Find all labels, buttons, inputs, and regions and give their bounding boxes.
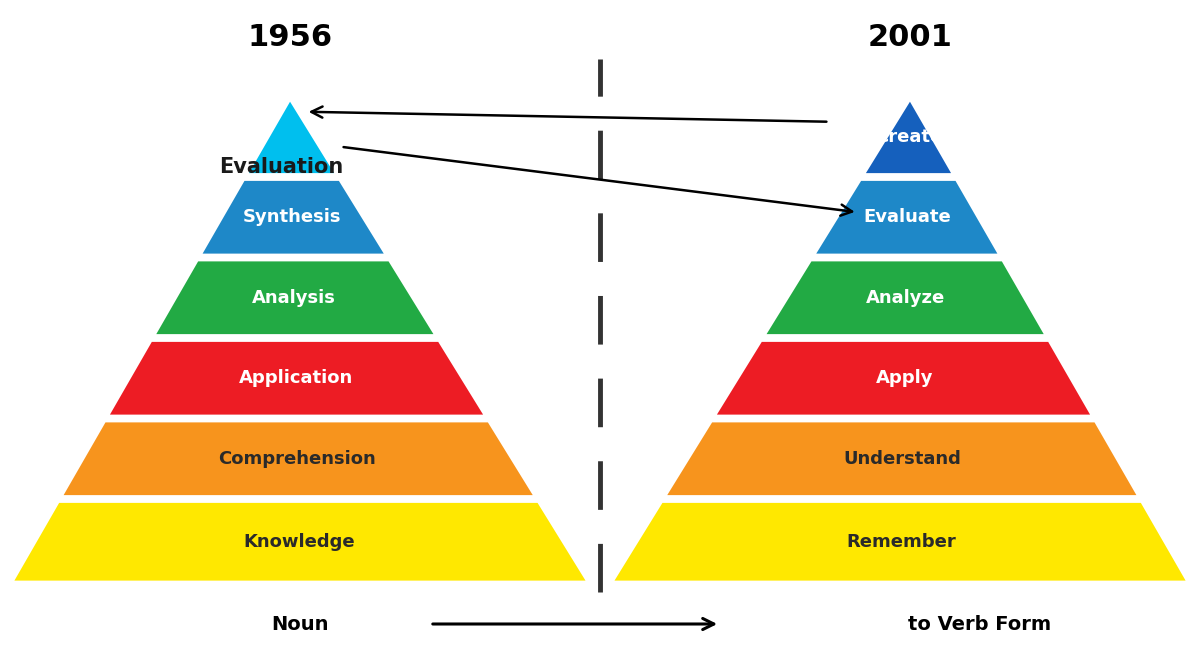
Polygon shape [612,502,1188,582]
Text: 1956: 1956 [247,22,332,52]
Polygon shape [665,421,1139,496]
Text: 2001: 2001 [868,22,953,52]
Polygon shape [200,179,386,255]
Text: Create: Create [876,128,943,146]
Polygon shape [61,421,535,496]
Text: Understand: Understand [844,450,961,468]
Text: Evaluation: Evaluation [218,158,343,177]
Polygon shape [246,99,336,175]
Polygon shape [108,341,486,416]
Polygon shape [154,260,436,336]
Text: Noun: Noun [271,615,329,634]
Text: Knowledge: Knowledge [244,533,355,551]
Polygon shape [764,260,1046,336]
Polygon shape [714,341,1092,416]
Polygon shape [814,179,1000,255]
Text: Comprehension: Comprehension [218,450,377,468]
Text: Remember: Remember [846,533,955,551]
Polygon shape [864,99,954,175]
Text: to Verb Form: to Verb Form [908,615,1051,634]
Text: Apply: Apply [876,370,932,387]
Polygon shape [12,502,588,582]
Text: Analysis: Analysis [252,289,336,307]
Text: Synthesis: Synthesis [244,208,342,226]
Text: Analyze: Analyze [866,289,946,307]
Text: Application: Application [239,370,353,387]
Text: Evaluate: Evaluate [864,208,952,226]
